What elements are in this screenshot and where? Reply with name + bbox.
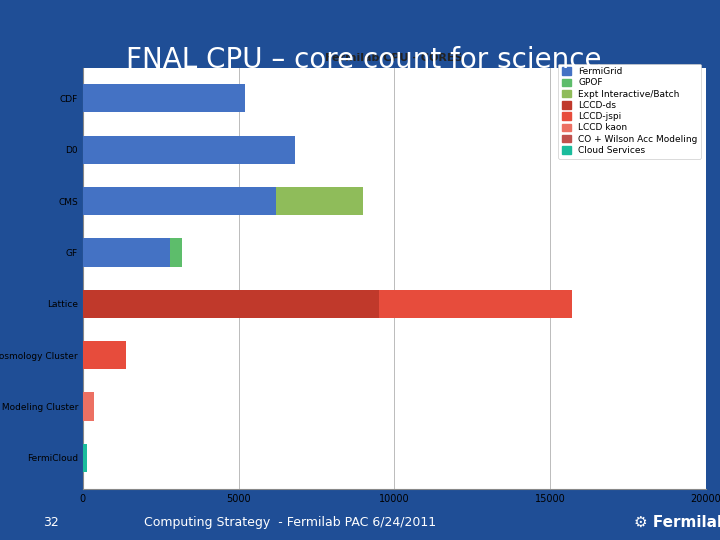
Bar bbox=[83, 341, 127, 369]
Bar bbox=[170, 238, 182, 267]
Bar bbox=[83, 444, 87, 472]
Bar bbox=[83, 136, 294, 164]
Legend: FermiGrid, GPOF, Expt Interactive/Batch, LCCD-ds, LCCD-jspi, LCCD kaon, CO + Wil: FermiGrid, GPOF, Expt Interactive/Batch,… bbox=[558, 64, 701, 159]
Bar bbox=[276, 187, 363, 215]
Bar bbox=[83, 84, 245, 112]
Title: Fermilab CPU - CORES: Fermilab CPU - CORES bbox=[325, 52, 463, 63]
Bar bbox=[83, 289, 379, 318]
Text: Computing Strategy  - Fermilab PAC 6/24/2011: Computing Strategy - Fermilab PAC 6/24/2… bbox=[144, 516, 436, 529]
Text: 32: 32 bbox=[43, 516, 59, 529]
Text: ⚙ Fermilab: ⚙ Fermilab bbox=[634, 515, 720, 530]
Text: FNAL CPU – core count for science: FNAL CPU – core count for science bbox=[126, 46, 601, 74]
Bar bbox=[83, 187, 276, 215]
Bar bbox=[83, 238, 170, 267]
Bar bbox=[83, 393, 94, 421]
Bar bbox=[379, 289, 572, 318]
